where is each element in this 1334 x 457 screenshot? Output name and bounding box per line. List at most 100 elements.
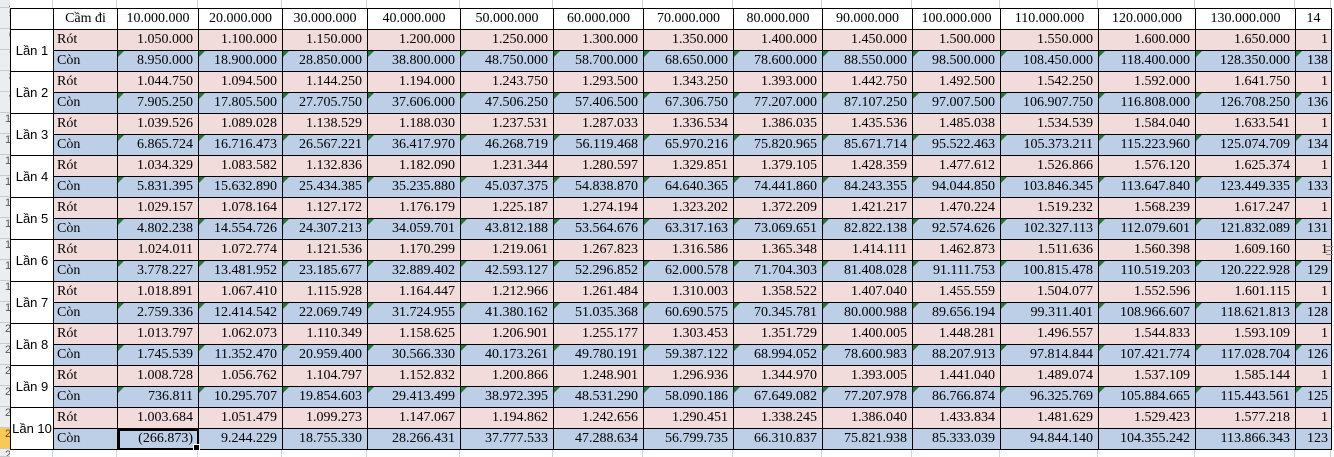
group-label[interactable]: Lần 8 <box>10 323 54 366</box>
row-label-con[interactable]: Còn <box>53 134 118 156</box>
cell-con-clipped[interactable]: 129 <box>1295 260 1332 282</box>
cell-rot-clipped[interactable]: 1 <box>1295 323 1332 345</box>
cell-con[interactable]: 34.059.701 <box>367 218 461 240</box>
cell-con[interactable]: 68.650.000 <box>643 50 734 72</box>
cell-con[interactable]: 38.972.395 <box>460 386 554 408</box>
cell-con[interactable]: 97.814.844 <box>1000 344 1099 366</box>
empty-sheet-cell[interactable] <box>553 0 643 8</box>
cell-rot[interactable]: 1.303.453 <box>643 323 734 345</box>
cell-con[interactable]: 73.069.651 <box>733 218 823 240</box>
cell-rot[interactable]: 1.477.612 <box>912 155 1001 177</box>
cell-con[interactable]: 66.310.837 <box>733 428 823 450</box>
cell-con[interactable]: 78.600.000 <box>733 50 823 72</box>
cell-con[interactable]: 120.222.928 <box>1195 260 1296 282</box>
corner-cell[interactable] <box>10 8 54 30</box>
row-number-fragment[interactable]: 16 <box>0 239 10 260</box>
cell-rot[interactable]: 1.194.862 <box>460 407 554 429</box>
cell-rot-clipped[interactable]: 1 <box>1295 281 1332 303</box>
cell-con[interactable]: 8.950.000 <box>117 50 199 72</box>
cell-con[interactable]: 14.554.726 <box>198 218 283 240</box>
group-label[interactable]: Lần 10 <box>10 407 54 450</box>
cell-rot[interactable]: 1.212.966 <box>460 281 554 303</box>
cell-rot[interactable]: 1.593.109 <box>1195 323 1296 345</box>
cell-con[interactable]: 77.207.000 <box>733 92 823 114</box>
cell-con[interactable]: 2.759.336 <box>117 302 199 324</box>
cell-con[interactable]: 9.244.229 <box>198 428 283 450</box>
row-number-fragment[interactable]: 25 <box>0 428 10 449</box>
cell-rot-clipped[interactable]: 1 <box>1295 155 1332 177</box>
cell-con[interactable]: 92.574.626 <box>912 218 1001 240</box>
cell-rot[interactable]: 1.529.423 <box>1098 407 1196 429</box>
cell-rot[interactable]: 1.534.539 <box>1000 113 1099 135</box>
cell-con[interactable]: 37.777.533 <box>460 428 554 450</box>
row-label-rot[interactable]: Rót <box>53 323 118 345</box>
cell-rot[interactable]: 1.044.750 <box>117 71 199 93</box>
cell-con[interactable]: 117.028.704 <box>1195 344 1296 366</box>
cell-rot[interactable]: 1.034.329 <box>117 155 199 177</box>
row-number-fragment[interactable]: 18 <box>0 281 10 302</box>
cell-con[interactable]: 7.905.250 <box>117 92 199 114</box>
row-number-fragment[interactable]: 20 <box>0 323 10 344</box>
cell-con[interactable]: 67.306.750 <box>643 92 734 114</box>
col-header[interactable]: 90.000.000 <box>822 8 913 30</box>
empty-sheet-cell[interactable] <box>282 0 367 8</box>
col-header[interactable]: 110.000.000 <box>1000 8 1099 30</box>
empty-sheet-cell[interactable] <box>733 0 822 8</box>
row-number-fragment[interactable]: 6 <box>0 29 10 50</box>
cell-rot[interactable]: 1.492.500 <box>912 71 1001 93</box>
row-label-rot[interactable]: Rót <box>53 113 118 135</box>
cell-con[interactable]: 71.704.303 <box>733 260 823 282</box>
cell-con[interactable]: 106.907.750 <box>1000 92 1099 114</box>
row-number-fragment[interactable]: 10 <box>0 113 10 134</box>
cell-rot[interactable]: 1.441.040 <box>912 365 1001 387</box>
cell-con[interactable]: 115.443.561 <box>1195 386 1296 408</box>
cell-rot[interactable]: 1.206.901 <box>460 323 554 345</box>
cell-con[interactable]: 10.295.707 <box>198 386 283 408</box>
cell-con[interactable]: 110.519.203 <box>1098 260 1196 282</box>
cell-con[interactable]: 40.173.261 <box>460 344 554 366</box>
cell-con[interactable]: 1.745.539 <box>117 344 199 366</box>
cell-con[interactable]: 118.621.813 <box>1195 302 1296 324</box>
cell-rot[interactable]: 1.100.000 <box>198 29 283 51</box>
row-number-fragment[interactable]: 22 <box>0 365 10 386</box>
cell-rot[interactable]: 1.577.218 <box>1195 407 1296 429</box>
empty-sheet-cell[interactable] <box>912 449 1000 457</box>
cell-con[interactable]: 96.325.769 <box>1000 386 1099 408</box>
row-number-fragment[interactable]: 21 <box>0 344 10 365</box>
cell-rot[interactable]: 1.039.526 <box>117 113 199 135</box>
cell-con[interactable]: 47.288.634 <box>553 428 644 450</box>
cell-rot-clipped[interactable]: 1 <box>1295 197 1332 219</box>
row-label-rot[interactable]: Rót <box>53 29 118 51</box>
cell-rot[interactable]: 1.344.970 <box>733 365 823 387</box>
cell-rot[interactable]: 1.633.541 <box>1195 113 1296 135</box>
row-number-fragment[interactable]: 7 <box>0 50 10 71</box>
cell-rot[interactable]: 1.650.000 <box>1195 29 1296 51</box>
cell-rot[interactable]: 1.316.586 <box>643 239 734 261</box>
cell-rot[interactable]: 1.550.000 <box>1000 29 1099 51</box>
cell-con[interactable]: 42.593.127 <box>460 260 554 282</box>
cell-con[interactable]: 56.119.468 <box>553 134 644 156</box>
cell-rot[interactable]: 1.485.038 <box>912 113 1001 135</box>
cell-rot[interactable]: 1.544.833 <box>1098 323 1196 345</box>
cell-rot[interactable]: 1.261.484 <box>553 281 644 303</box>
empty-sheet-cell[interactable] <box>460 0 553 8</box>
cell-rot[interactable]: 1.067.410 <box>198 281 283 303</box>
cell-con[interactable]: 11.352.470 <box>198 344 283 366</box>
cell-rot[interactable]: 1.433.834 <box>912 407 1001 429</box>
col-header[interactable]: 20.000.000 <box>198 8 283 30</box>
header-cam-di[interactable]: Cầm đi <box>53 8 118 30</box>
cell-con[interactable]: 77.207.978 <box>822 386 913 408</box>
cell-rot[interactable]: 1.056.762 <box>198 365 283 387</box>
cell-con[interactable]: 24.307.213 <box>282 218 368 240</box>
cell-rot[interactable]: 1.147.067 <box>367 407 461 429</box>
cell-rot[interactable]: 1.144.250 <box>282 71 368 93</box>
cell-rot[interactable]: 1.029.157 <box>117 197 199 219</box>
cell-rot[interactable]: 1.170.299 <box>367 239 461 261</box>
cell-rot[interactable]: 1.641.750 <box>1195 71 1296 93</box>
row-label-con[interactable]: Còn <box>53 428 118 450</box>
cell-con[interactable]: 31.724.955 <box>367 302 461 324</box>
cell-con[interactable]: 126.708.250 <box>1195 92 1296 114</box>
cell-rot[interactable]: 1.110.349 <box>282 323 368 345</box>
cell-rot[interactable]: 1.462.873 <box>912 239 1001 261</box>
cell-rot[interactable]: 1.400.005 <box>822 323 913 345</box>
